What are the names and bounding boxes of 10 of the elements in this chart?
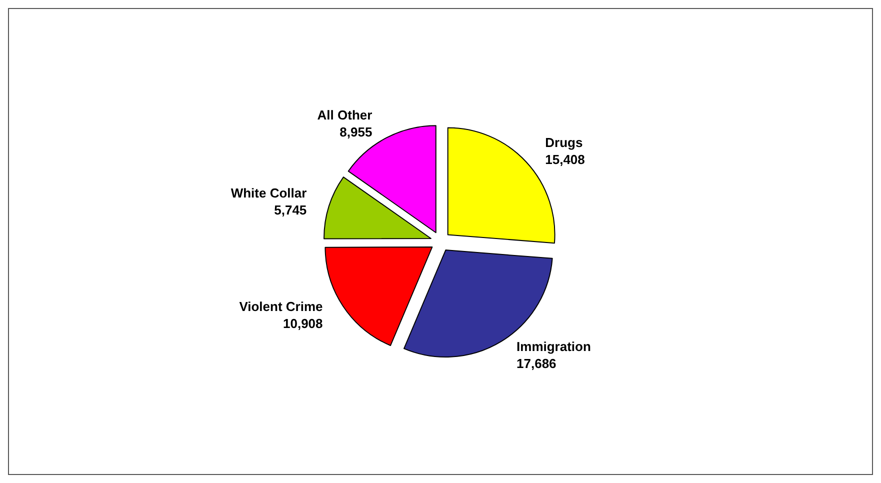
data-label: 8,955 bbox=[340, 124, 372, 140]
slice-label: Drugs bbox=[545, 135, 583, 150]
data-label: 10,908 bbox=[282, 316, 323, 332]
data-label: 15,408 bbox=[545, 152, 585, 168]
slice-label: White Collar bbox=[230, 186, 307, 201]
slice-label: Immigration bbox=[516, 339, 591, 354]
data-label: 17,686 bbox=[516, 356, 556, 372]
slice-label: All Other bbox=[317, 108, 372, 123]
slice-label: Violent Crime bbox=[239, 299, 323, 314]
data-label: 5,745 bbox=[274, 202, 307, 218]
